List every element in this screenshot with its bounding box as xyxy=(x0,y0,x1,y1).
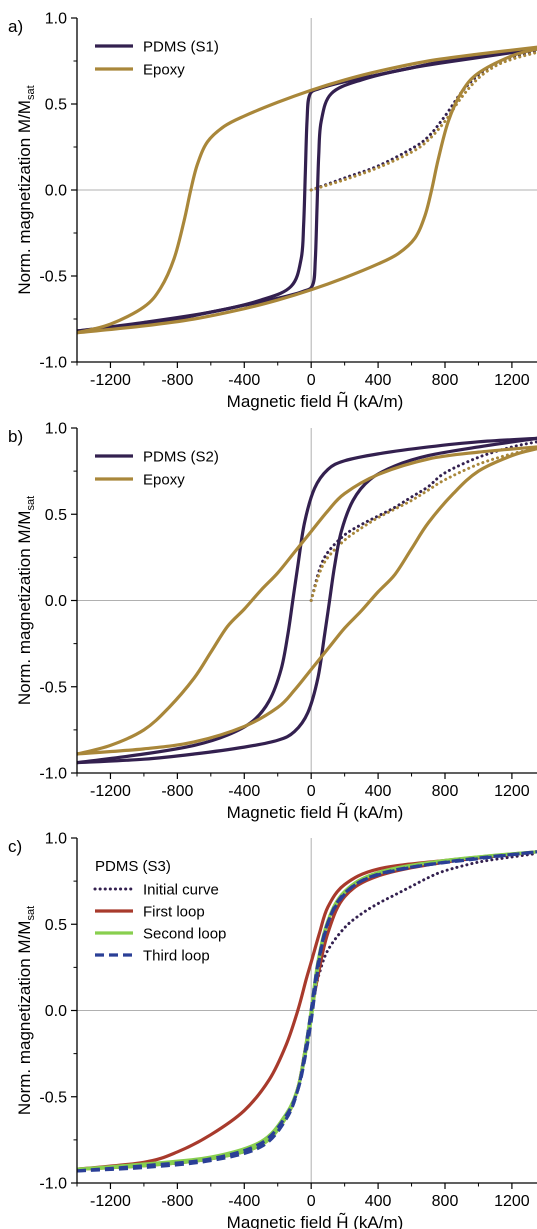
x-tick-label: 1200 xyxy=(494,1193,530,1210)
legend: PDMS (S1) Epoxy xyxy=(95,39,219,79)
panel-label: b) xyxy=(8,427,23,446)
y-axis-title: Norm. magnetization M/Msat xyxy=(15,85,37,294)
x-tick-label: -800 xyxy=(161,1193,193,1210)
x-tick-label: -1200 xyxy=(90,783,131,800)
y-tick-label: 0.5 xyxy=(45,507,67,524)
y-axis-title-subscript: sat xyxy=(25,85,37,100)
series-epoxy-initial-curve xyxy=(309,447,537,602)
series-third-loop-ascending-branch xyxy=(77,850,537,1173)
series-pdms-s2-ascending-branch xyxy=(77,436,537,765)
y-tick-label: 0.5 xyxy=(45,97,67,114)
x-tick-label: -400 xyxy=(228,372,260,389)
legend-label: Epoxy xyxy=(143,62,185,79)
series-first-loop-descending-branch xyxy=(77,850,537,1171)
legend-label: PDMS (S2) xyxy=(143,449,219,466)
series-group xyxy=(77,45,537,335)
series-epoxy-ascending-branch xyxy=(77,447,537,756)
series-pdms-s2-initial-curve xyxy=(309,440,537,602)
y-tick-label: -0.5 xyxy=(39,679,67,696)
y-tick-label: -1.0 xyxy=(39,1176,67,1193)
series-pdms-s1-ascending-branch xyxy=(77,47,537,333)
legend: PDMS (S3) Initial curve First loop Second l… xyxy=(93,858,226,965)
y-axis-title-main: Norm. magnetization M/M xyxy=(15,511,34,706)
legend: PDMS (S2) Epoxy xyxy=(95,449,219,489)
x-tick-label: -800 xyxy=(161,372,193,389)
panel-label: c) xyxy=(8,837,22,856)
y-tick-label: 0.0 xyxy=(45,593,67,610)
x-tick-label: -400 xyxy=(228,783,260,800)
series-group xyxy=(77,850,537,1173)
x-tick-label: 1200 xyxy=(494,372,530,389)
legend-label: Initial curve xyxy=(143,882,219,899)
series-third-loop-descending-branch xyxy=(77,850,537,1173)
series-epoxy-descending-branch xyxy=(77,445,537,756)
y-axis-title: Norm. magnetization M/Msat xyxy=(15,906,37,1115)
legend-label: Epoxy xyxy=(143,472,185,489)
series-group xyxy=(77,436,537,765)
series-epoxy-initial-curve xyxy=(309,50,537,192)
y-tick-label: 0.5 xyxy=(45,917,67,934)
x-tick-label: 0 xyxy=(307,783,316,800)
x-tick-label: 0 xyxy=(307,1193,316,1210)
series-pdms-s1-initial-curve xyxy=(309,49,537,192)
y-tick-label: 0.0 xyxy=(45,1003,67,1020)
y-tick-label: -1.0 xyxy=(39,355,67,372)
legend-title: PDMS (S3) xyxy=(95,858,171,875)
x-tick-label: 800 xyxy=(432,1193,459,1210)
x-tick-label: 800 xyxy=(432,783,459,800)
legend-label: First loop xyxy=(143,904,205,921)
x-tick-label: -1200 xyxy=(90,1193,131,1210)
y-tick-label: 0.0 xyxy=(45,183,67,200)
y-tick-label: -0.5 xyxy=(39,1089,67,1106)
legend-label: Second loop xyxy=(143,926,226,943)
x-tick-label: -800 xyxy=(161,783,193,800)
series-initial-curve xyxy=(309,852,537,1012)
y-axis-title: Norm. magnetization M/Msat xyxy=(15,496,37,705)
y-tick-label: -1.0 xyxy=(39,766,67,783)
x-axis-title: Magnetic field H̃ (kA/m) xyxy=(227,1212,404,1229)
y-tick-label: 1.0 xyxy=(45,831,67,848)
series-epoxy-ascending-branch xyxy=(77,47,537,335)
y-tick-label: 1.0 xyxy=(45,11,67,28)
panel-1: -1200 -800 -400 0 400 800 1200 -1.0 -0.5 0.0 0.5 1.… xyxy=(8,11,537,411)
x-tick-label: 400 xyxy=(365,372,392,389)
series-pdms-s2-descending-branch xyxy=(77,436,537,765)
legend-label: PDMS (S1) xyxy=(143,39,219,56)
panel-2: -1200 -800 -400 0 400 800 1200 -1.0 -0.5 0.0 0.5 1.… xyxy=(8,421,537,822)
panel-label: a) xyxy=(8,17,23,36)
y-tick-label: 1.0 xyxy=(45,421,67,438)
y-axis-title-main: Norm. magnetization M/M xyxy=(15,100,34,295)
x-tick-label: -400 xyxy=(228,1193,260,1210)
series-epoxy-descending-branch xyxy=(77,45,537,335)
y-tick-label: -0.5 xyxy=(39,269,67,286)
legend-label: Third loop xyxy=(143,948,210,965)
x-tick-label: 1200 xyxy=(494,783,530,800)
x-tick-label: -1200 xyxy=(90,372,131,389)
x-tick-label: 400 xyxy=(365,783,392,800)
panel-3: -1200 -800 -400 0 400 800 1200 -1.0 -0.5 0.0 0.5 1.… xyxy=(8,831,537,1229)
x-tick-label: 400 xyxy=(365,1193,392,1210)
y-axis-title-main: Norm. magnetization M/M xyxy=(15,921,34,1116)
x-tick-label: 0 xyxy=(307,372,316,389)
x-axis-title: Magnetic field H̃ (kA/m) xyxy=(227,391,404,411)
x-axis-title: Magnetic field H̃ (kA/m) xyxy=(227,802,404,822)
y-axis-title-subscript: sat xyxy=(25,906,37,921)
y-axis-title-subscript: sat xyxy=(25,496,37,511)
x-tick-label: 800 xyxy=(432,372,459,389)
